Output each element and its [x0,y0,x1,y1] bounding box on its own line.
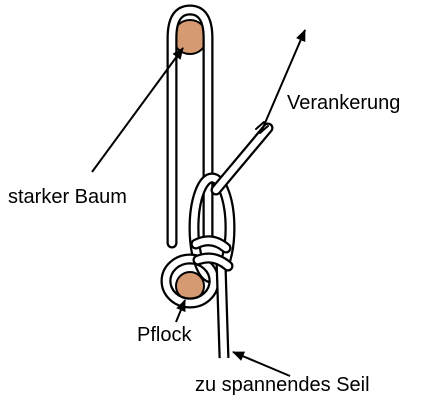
anchor-direction-arrow [261,29,306,131]
tensioned-rope [215,261,230,359]
label-peg: Pflock [137,324,192,346]
label-anchor: Verankerung [287,92,400,114]
annotation-arrows [91,29,306,377]
rope-pointer-arrow [232,351,291,377]
peg-loop [160,253,220,309]
knot-wraps [190,235,234,272]
peg-pointer-arrow [175,299,186,323]
label-tree: starker Baum [8,186,127,208]
tree-pointer-arrow [91,47,184,173]
rope-loop [166,4,214,249]
label-rope: zu spannendes Seil [195,374,370,396]
anchor-rope [210,121,274,196]
